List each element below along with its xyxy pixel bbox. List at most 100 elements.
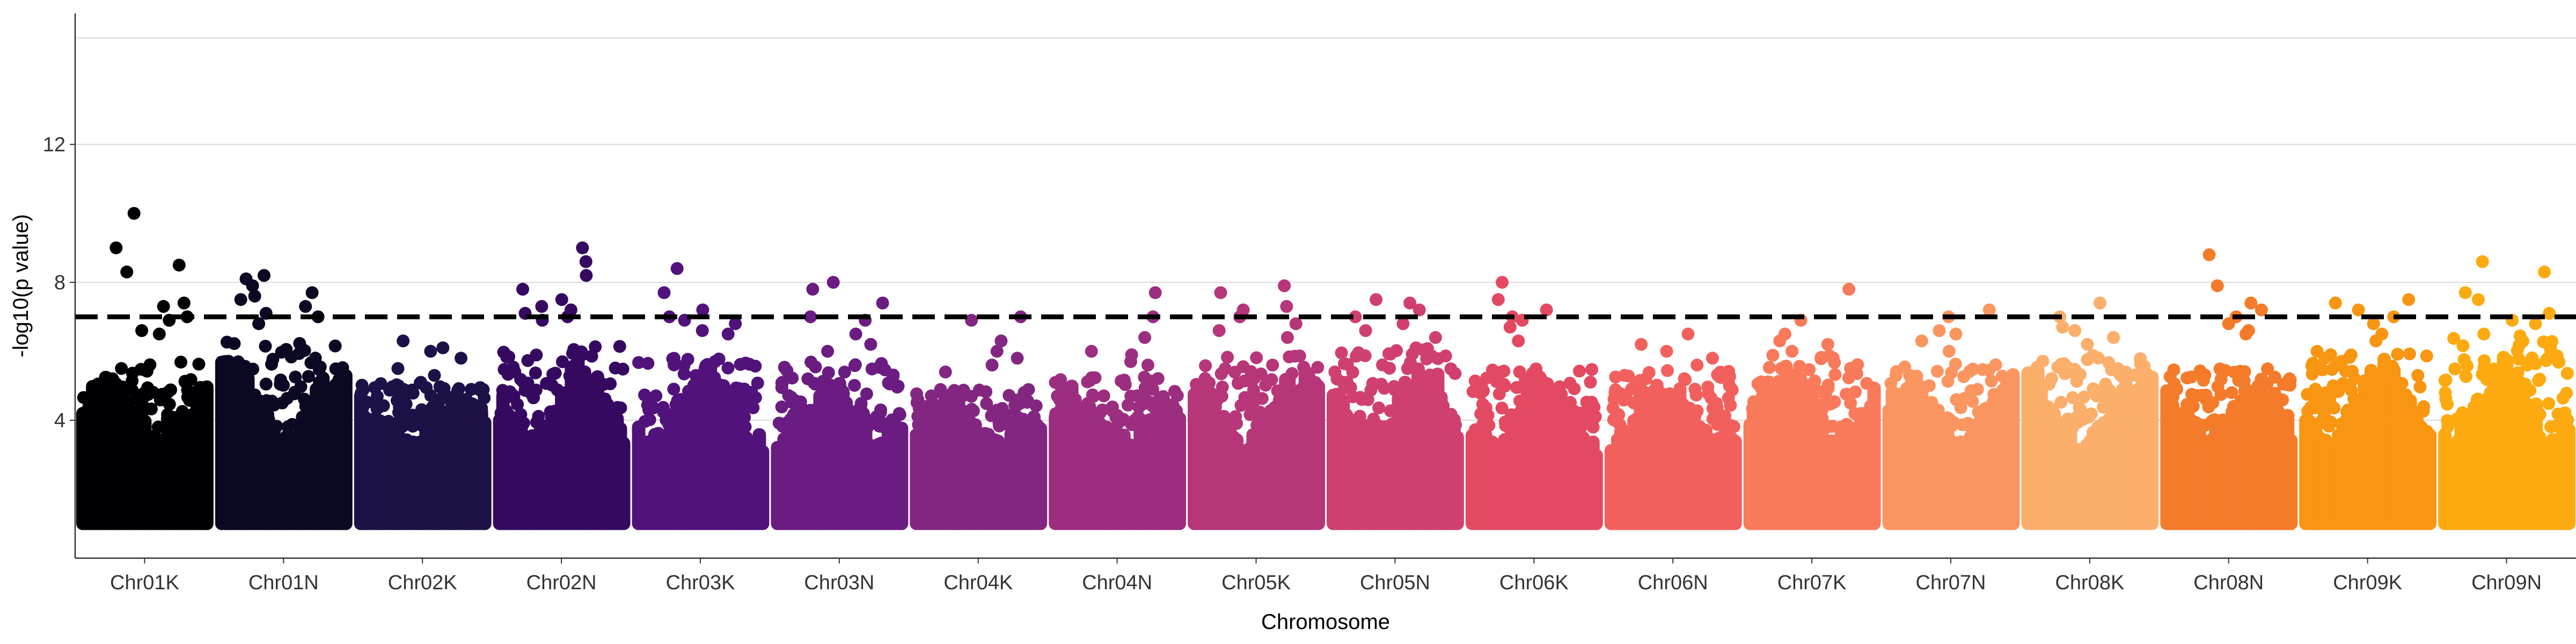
- chromosome-points-Chr04N: [1049, 286, 1187, 530]
- top-data-point: [392, 379, 405, 392]
- data-point: [2306, 368, 2319, 381]
- data-point: [2544, 341, 2557, 354]
- chromosome-points-Chr05K: [1188, 279, 1325, 530]
- data-point: [2163, 370, 2177, 383]
- data-point: [732, 382, 745, 395]
- top-data-point: [2244, 296, 2258, 310]
- data-point: [1555, 387, 1568, 401]
- chromosome-points-Chr08K: [2021, 296, 2159, 530]
- data-point: [1564, 396, 1577, 409]
- data-point: [2126, 413, 2139, 426]
- data-point: [1766, 349, 1780, 362]
- data-point: [1104, 402, 1118, 415]
- data-point: [284, 350, 298, 364]
- data-point: [569, 400, 582, 414]
- data-point: [196, 413, 210, 427]
- data-point: [2417, 405, 2430, 418]
- data-point: [191, 390, 204, 404]
- data-point: [1618, 369, 1631, 382]
- data-point: [873, 420, 886, 433]
- data-point: [495, 420, 508, 433]
- top-data-point: [424, 345, 437, 358]
- chromosome-points-Chr08N: [2160, 248, 2298, 530]
- data-point: [1725, 420, 1738, 434]
- data-point: [2552, 356, 2565, 369]
- data-point: [1392, 381, 1405, 394]
- data-point: [1138, 370, 1151, 384]
- top-data-point: [939, 365, 952, 379]
- data-point: [178, 375, 192, 388]
- top-data-point: [990, 345, 1004, 358]
- top-data-point: [2329, 296, 2342, 310]
- data-point: [2112, 387, 2126, 401]
- data-point: [1791, 398, 1804, 412]
- data-point: [1266, 358, 1279, 372]
- data-point: [231, 355, 245, 369]
- data-point: [706, 420, 720, 434]
- data-point: [2000, 396, 2013, 409]
- data-point: [529, 366, 542, 379]
- data-point: [259, 340, 272, 353]
- data-point: [1420, 391, 1433, 405]
- top-data-point: [2476, 255, 2489, 268]
- data-point: [1586, 407, 1600, 421]
- data-point: [2193, 364, 2207, 378]
- x-tick-label: Chr09K: [2333, 572, 2402, 594]
- data-point: [2120, 379, 2133, 393]
- data-point: [2466, 412, 2479, 426]
- top-data-point: [305, 286, 319, 299]
- data-point: [1081, 375, 1094, 389]
- data-point: [361, 396, 374, 409]
- data-point: [1884, 402, 1897, 416]
- data-point: [1216, 380, 1229, 394]
- data-point: [218, 355, 231, 368]
- data-point: [107, 393, 120, 406]
- data-point: [80, 404, 93, 418]
- data-point: [669, 398, 683, 411]
- data-point: [2441, 414, 2454, 427]
- data-point: [382, 415, 395, 428]
- data-point: [1585, 363, 1599, 376]
- data-point: [1513, 394, 1526, 408]
- data-point: [604, 377, 617, 391]
- data-point: [2326, 400, 2340, 414]
- data-point: [1495, 401, 1509, 415]
- top-data-point: [1635, 338, 1648, 351]
- data-point: [1283, 350, 1296, 364]
- data-point: [1808, 374, 1821, 387]
- data-point: [2136, 363, 2150, 377]
- data-point: [786, 371, 799, 385]
- data-point: [1722, 391, 1735, 405]
- top-data-point: [1429, 331, 1442, 344]
- data-point: [1492, 387, 1506, 400]
- data-point: [1664, 402, 1677, 415]
- data-point: [1708, 413, 1722, 427]
- data-point: [1468, 374, 1482, 387]
- data-point: [502, 350, 516, 363]
- data-point: [1922, 379, 1936, 392]
- data-point-column: [1728, 435, 1742, 530]
- data-point: [1823, 349, 1836, 362]
- data-point: [317, 377, 330, 390]
- top-data-point: [994, 334, 1008, 348]
- data-point: [153, 393, 167, 407]
- data-point: [1769, 417, 1783, 430]
- data-point: [1439, 349, 1452, 363]
- data-point: [1265, 373, 1278, 386]
- data-point: [632, 356, 645, 369]
- y-tick-label: 4: [54, 409, 65, 432]
- data-point: [192, 357, 206, 371]
- data-point: [2198, 419, 2212, 432]
- data-point: [1250, 351, 1263, 364]
- data-point: [2134, 352, 2147, 365]
- data-point: [126, 367, 139, 380]
- data-point: [1346, 365, 1359, 379]
- data-point: [433, 380, 447, 393]
- data-point: [642, 403, 656, 416]
- data-point: [2036, 354, 2050, 368]
- data-point: [540, 377, 553, 390]
- data-point: [2206, 396, 2220, 409]
- y-tick-label: 12: [43, 134, 65, 156]
- data-point: [2139, 384, 2153, 398]
- x-tick-label: Chr08N: [2193, 572, 2264, 594]
